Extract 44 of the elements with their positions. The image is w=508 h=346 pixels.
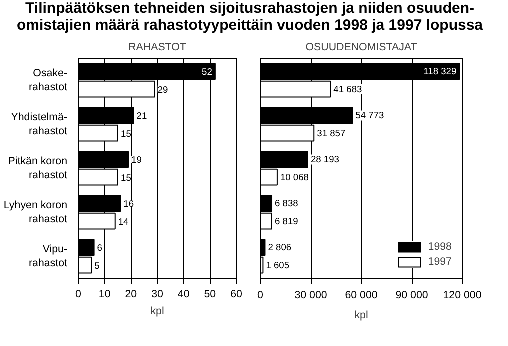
data-label: 6 838 — [275, 198, 298, 209]
data-label: 54 773 — [356, 110, 384, 121]
chart-subtitle: OSUUDENOMISTAJAT — [306, 42, 418, 54]
data-label: 14 — [118, 216, 129, 227]
data-label: 6 — [97, 243, 103, 254]
x-tick-label: 10 — [98, 288, 111, 300]
x-tick-label: 60 000 — [345, 290, 378, 302]
x-tick-label: 50 — [204, 288, 216, 300]
data-label: 41 683 — [334, 84, 362, 94]
data-label: 28 193 — [310, 154, 340, 165]
x-tick-label: 30 000 — [294, 290, 328, 302]
data-label: 5 — [94, 260, 100, 271]
y-tick-label: Yhdistelmä- rahastot — [11, 111, 68, 138]
x-tick-label: 30 — [152, 288, 164, 300]
x-tick-label: 0 — [258, 290, 264, 302]
y-tick-label: Lyhyen koron rahastot — [4, 199, 68, 226]
x-tick-label: 0 — [76, 288, 82, 300]
data-label: 15 — [121, 128, 132, 139]
x-tick-label: 90 000 — [396, 290, 428, 302]
data-label: 16 — [124, 199, 134, 210]
legend-label: 1998 — [428, 241, 452, 253]
data-label: 15 — [121, 172, 132, 183]
data-label: 31 857 — [317, 128, 346, 138]
y-tick-label: Pitkän koron rahastot — [8, 155, 68, 182]
data-label: 6 819 — [274, 216, 298, 226]
data-label: 1 605 — [266, 260, 290, 270]
chart-title: Tilinpäätöksen tehneiden sijoitusrahastojen ja niiden osuuden- omistajien määrä rahastotyypeittäin vuoden 1998 ja 1997 lopussa — [16, 0, 484, 34]
x-tick-label: 120 000 — [443, 290, 482, 302]
legend-label: 1997 — [428, 256, 452, 268]
x-axis-title: kpl — [354, 310, 368, 322]
x-axis-title: kpl — [150, 306, 164, 318]
chart-subtitle: RAHASTOT — [128, 42, 187, 54]
data-label: 29 — [158, 84, 168, 95]
data-label: 52 — [202, 67, 212, 78]
x-tick-label: 20 — [125, 288, 138, 300]
y-tick-label: Osake- rahastot — [28, 67, 68, 94]
y-tick-label: Vipu- rahastot — [28, 243, 68, 270]
data-label: 118 329 — [424, 66, 457, 77]
x-tick-label: 60 — [230, 288, 242, 300]
data-label: 21 — [136, 111, 148, 122]
data-label: 19 — [132, 155, 142, 166]
data-label: 2 806 — [268, 242, 292, 253]
x-tick-label: 40 — [178, 288, 190, 300]
data-label: 10 068 — [280, 172, 309, 182]
